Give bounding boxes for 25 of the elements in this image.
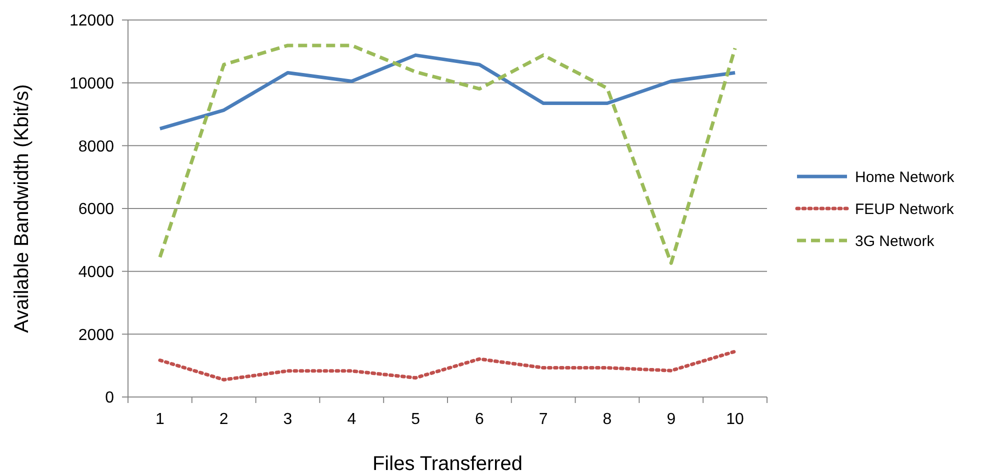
y-tick-label: 12000 xyxy=(70,12,114,30)
y-tick-label: 6000 xyxy=(78,201,114,218)
x-tick-label: 10 xyxy=(726,411,744,428)
line-series xyxy=(158,53,737,130)
line-series xyxy=(158,350,737,382)
x-axis-title: Files Transferred xyxy=(372,453,523,475)
x-tick-label: 1 xyxy=(155,411,164,428)
x-tick-label: 6 xyxy=(474,411,484,428)
legend-label: Home Network xyxy=(855,168,955,186)
x-tick-label: 7 xyxy=(538,411,548,428)
legend-label: FEUP Network xyxy=(855,200,954,218)
legend-label: 3G Network xyxy=(855,232,935,250)
x-tick-label: 3 xyxy=(283,411,292,428)
x-tick-label: 5 xyxy=(411,411,420,428)
x-tick-label: 9 xyxy=(666,411,676,428)
line-series xyxy=(158,44,737,265)
x-tick-label: 4 xyxy=(347,411,356,428)
y-tick-label: 4000 xyxy=(78,264,114,281)
y-tick-label: 8000 xyxy=(78,138,114,156)
y-tick-label: 0 xyxy=(105,390,114,407)
x-tick-label: 8 xyxy=(602,411,612,428)
y-tick-label: 10000 xyxy=(70,75,114,92)
x-tick-label: 2 xyxy=(219,411,228,428)
y-axis-title: Available Bandwidth (Kbit/s) xyxy=(11,84,33,333)
y-tick-label: 2000 xyxy=(78,326,114,344)
